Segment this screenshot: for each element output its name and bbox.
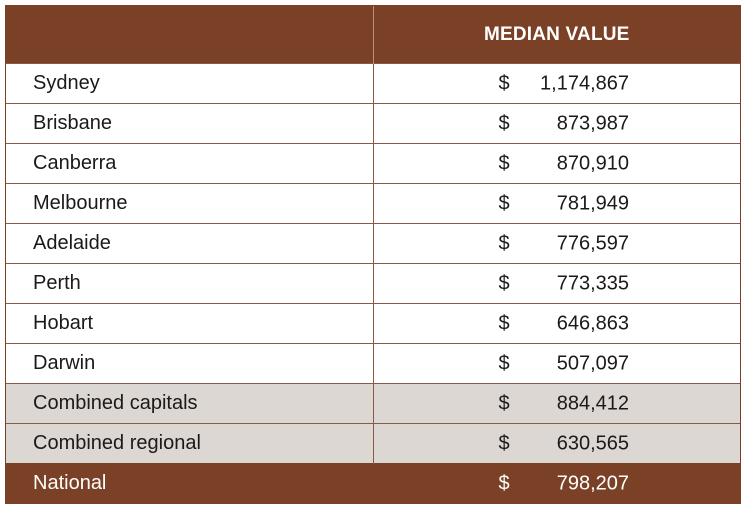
table-row: Adelaide $776,597 (6, 223, 741, 264)
table-header: MEDIAN VALUE (6, 6, 740, 64)
currency-symbol: $ (498, 272, 510, 294)
city-name-cell: National (6, 463, 374, 503)
currency-symbol: $ (498, 352, 510, 374)
header-city-cell (6, 6, 374, 64)
median-value-wrap: $870,910 (374, 144, 741, 183)
median-value-table: MEDIAN VALUE Sydney $1,174,867 Brisbane $87… (5, 5, 741, 504)
median-value-amount: 884,412 (556, 392, 629, 414)
table-row: Brisbane $873,987 (6, 103, 741, 144)
median-value-table-grid: MEDIAN VALUE Sydney $1,174,867 Brisbane $87… (6, 6, 740, 503)
median-value-cell: $798,207 (373, 463, 741, 503)
currency-symbol: $ (498, 392, 510, 414)
currency-symbol: $ (498, 192, 510, 214)
currency-symbol: $ (498, 112, 510, 134)
median-value-cell: $507,097 (373, 343, 741, 384)
city-name-cell: Darwin (6, 343, 374, 384)
median-value-cell: $630,565 (373, 423, 741, 464)
table-row: National $798,207 (6, 463, 741, 503)
city-name-cell: Adelaide (6, 223, 374, 264)
city-name-cell: Hobart (6, 303, 374, 344)
city-name-cell: Melbourne (6, 183, 374, 224)
currency-symbol: $ (498, 152, 510, 174)
median-value-amount: 798,207 (556, 472, 629, 494)
city-name-cell: Sydney (6, 63, 374, 104)
city-name-cell: Combined capitals (6, 383, 374, 424)
median-value-cell: $773,335 (373, 263, 741, 304)
median-value-cell: $1,174,867 (373, 63, 741, 104)
median-value-amount: 630,565 (556, 432, 629, 454)
median-value-wrap: $776,597 (374, 224, 741, 263)
median-value-cell: $870,910 (373, 143, 741, 184)
median-value-wrap: $507,097 (374, 344, 741, 383)
city-name-cell: Perth (6, 263, 374, 304)
median-value-amount: 873,987 (556, 112, 629, 134)
table-row: Sydney $1,174,867 (6, 63, 741, 104)
city-name-cell: Canberra (6, 143, 374, 184)
median-value-wrap: $798,207 (374, 464, 741, 503)
currency-symbol: $ (498, 312, 510, 334)
city-name-cell: Combined regional (6, 423, 374, 464)
currency-symbol: $ (498, 432, 510, 454)
table-row: Melbourne $781,949 (6, 183, 741, 224)
median-value-amount: 1,174,867 (540, 72, 629, 94)
median-value-amount: 646,863 (556, 312, 629, 334)
median-value-amount: 773,335 (556, 272, 629, 294)
median-value-cell: $776,597 (373, 223, 741, 264)
median-value-amount: 870,910 (556, 152, 629, 174)
header-row: MEDIAN VALUE (6, 6, 740, 64)
currency-symbol: $ (498, 232, 510, 254)
city-name-cell: Brisbane (6, 103, 374, 144)
header-median-value: MEDIAN VALUE (373, 6, 740, 64)
median-value-amount: 781,949 (556, 192, 629, 214)
median-value-wrap: $1,174,867 (374, 64, 741, 103)
median-value-cell: $873,987 (373, 103, 741, 144)
currency-symbol: $ (498, 72, 510, 94)
table-row: Hobart $646,863 (6, 303, 741, 344)
median-value-wrap: $884,412 (374, 384, 741, 423)
median-value-wrap: $630,565 (374, 424, 741, 463)
median-value-wrap: $781,949 (374, 184, 741, 223)
median-value-cell: $646,863 (373, 303, 741, 344)
table-row: Darwin $507,097 (6, 343, 741, 384)
table-body: Sydney $1,174,867 Brisbane $873,987 Canberra… (6, 63, 741, 503)
currency-symbol: $ (498, 472, 510, 494)
median-value-wrap: $873,987 (374, 104, 741, 143)
table-row: Perth $773,335 (6, 263, 741, 304)
median-value-amount: 776,597 (556, 232, 629, 254)
table-row: Canberra $870,910 (6, 143, 741, 184)
median-value-cell: $781,949 (373, 183, 741, 224)
median-value-amount: 507,097 (556, 352, 629, 374)
median-value-cell: $884,412 (373, 383, 741, 424)
table-row: Combined regional $630,565 (6, 423, 741, 464)
table-row: Combined capitals $884,412 (6, 383, 741, 424)
median-value-wrap: $773,335 (374, 264, 741, 303)
median-value-wrap: $646,863 (374, 304, 741, 343)
